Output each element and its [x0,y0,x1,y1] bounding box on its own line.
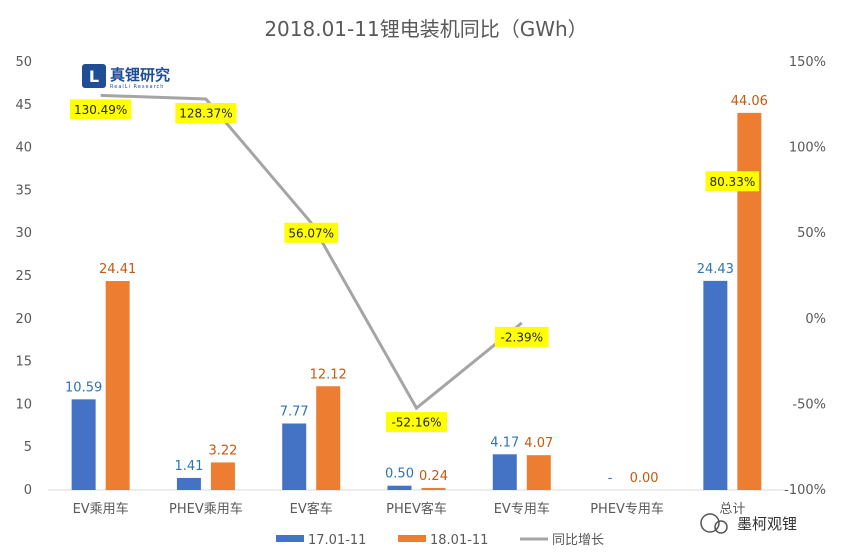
y-tick-label: 20 [15,312,32,327]
bar-series-b [210,462,235,490]
y-tick-label: 25 [15,269,32,284]
growth-data-label: 80.33% [709,175,755,189]
bar-series-a [387,485,412,490]
growth-label-box [385,412,448,433]
growth-label-box [175,103,237,124]
y-tick-label: 15 [15,355,32,370]
bar-data-label: 12.12 [310,367,347,382]
logo-subtext: RealLi Research [110,84,164,90]
bar-series-a [282,423,307,490]
y-tick-label: 0 [24,483,32,498]
bar-data-label: 24.41 [99,262,136,277]
legend-label: 同比增长 [552,533,604,548]
growth-data-label: -52.16% [391,416,441,430]
bar-data-label: 3.22 [208,443,237,458]
logo-mark [82,64,106,88]
x-category-label: PHEV乘用车 [169,501,243,517]
bar-series-a [492,454,517,490]
bar-series-b [105,281,130,490]
watermark: 墨柯观锂 [700,513,797,534]
bar-series-b [526,455,551,490]
x-category-label: PHEV专用车 [590,501,664,517]
bar-data-label: 44.06 [731,94,768,109]
y2-tick-label: -50% [792,397,826,412]
x-category-label: PHEV客车 [386,501,447,517]
y2-tick-label: 100% [789,141,826,156]
growth-data-label: -2.39% [501,330,543,344]
x-category-label: EV专用车 [494,501,550,517]
x-category-label: EV客车 [290,501,333,517]
axes: 0 5 10 15 20 25 30 35 40 45 50 -100% -50% 0% 50% 100% 15… [15,55,826,517]
watermark-text: 墨柯观锂 [737,515,797,533]
logo-mark-letter: L [89,67,99,86]
bar-series-a [176,477,201,490]
y-tick-label: 50 [15,55,32,70]
y-tick-label: 35 [15,183,32,198]
reallilogo: L 真锂研究 RealLi Research [82,64,170,90]
y2-tick-label: 0% [805,312,826,327]
y2-tick-label: -100% [784,483,826,498]
chart-title: 2018.01-11锂电装机同比（GWh） [264,17,587,41]
y-tick-label: 30 [15,226,32,241]
bar-data-label: 4.17 [490,435,519,450]
growth-data-label: 130.49% [74,103,127,117]
bar-data-label: - [608,471,613,486]
y-tick-label: 45 [15,98,32,113]
bar-data-label: 7.77 [280,404,309,419]
growth-label-box [70,99,132,120]
bar-series-a [71,399,96,490]
growth-label-box [284,222,339,243]
bar-data-label: 0.00 [630,471,659,486]
y-tick-label: 5 [24,440,32,455]
bar-data-label: 0.24 [419,469,448,484]
legend: 17.01-11 18.01-11 同比增长 [276,533,604,548]
growth-line-path [100,93,523,411]
growth-data-label: 128.37% [179,107,232,121]
bar-data-label: 1.41 [174,459,203,474]
bar-series-b [421,487,446,490]
growth-label-box [705,171,760,192]
wechat-icon [700,513,720,533]
legend-label: 18.01-11 [430,533,488,548]
bar-data-label: 24.43 [697,262,734,277]
bar-data-label: 4.07 [524,436,553,451]
logo-text: 真锂研究 [110,66,170,84]
growth-label-box [494,326,549,347]
y-tick-label: 40 [15,141,32,156]
legend-label: 17.01-11 [308,533,366,548]
wechat-icon-small [714,520,728,534]
legend-swatch [276,535,304,542]
legend-swatch [398,535,426,542]
bar-data-label: 10.59 [65,380,102,395]
bar-data-label: 0.50 [385,467,414,482]
y2-tick-label: 150% [789,55,826,70]
x-category-label: EV乘用车 [73,501,129,517]
bar-series-b [316,386,341,490]
growth-data-label: 56.07% [288,226,334,240]
y2-tick-label: 50% [797,226,826,241]
bar-series-b [737,112,762,490]
bar-series-a [703,280,728,490]
y-tick-label: 10 [15,397,32,412]
x-category-label: 总计 [719,502,745,517]
growth-line: 130.49% 128.37% 56.07% -52.16% -2.39% 80.33% [70,93,760,433]
